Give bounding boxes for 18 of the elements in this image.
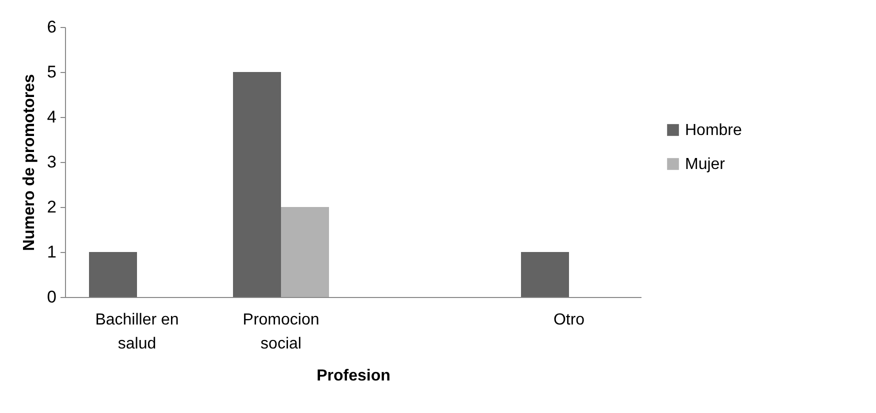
x-axis-title: Profesion [316, 368, 390, 384]
bar [281, 207, 329, 297]
y-tick-label: 1 [47, 242, 56, 262]
y-tick-label: 2 [47, 198, 56, 216]
legend-label: Hombre [685, 122, 742, 139]
y-tick-label: 5 [47, 62, 56, 82]
y-axis-title: Numero de promotores [21, 74, 38, 251]
y-tick-label: 3 [47, 152, 56, 172]
bar [521, 252, 569, 297]
bar [233, 72, 281, 297]
y-tick-label: 0 [47, 288, 56, 306]
x-tick-label: Bachiller en salud [95, 312, 179, 352]
legend-label: Mujer [685, 156, 726, 173]
y-tick-label: 4 [47, 108, 56, 126]
y-tick-label: 6 [47, 18, 56, 36]
x-tick-label: Promocion social [242, 312, 320, 352]
x-tick-label: Otro [553, 312, 585, 328]
bar [89, 252, 137, 297]
